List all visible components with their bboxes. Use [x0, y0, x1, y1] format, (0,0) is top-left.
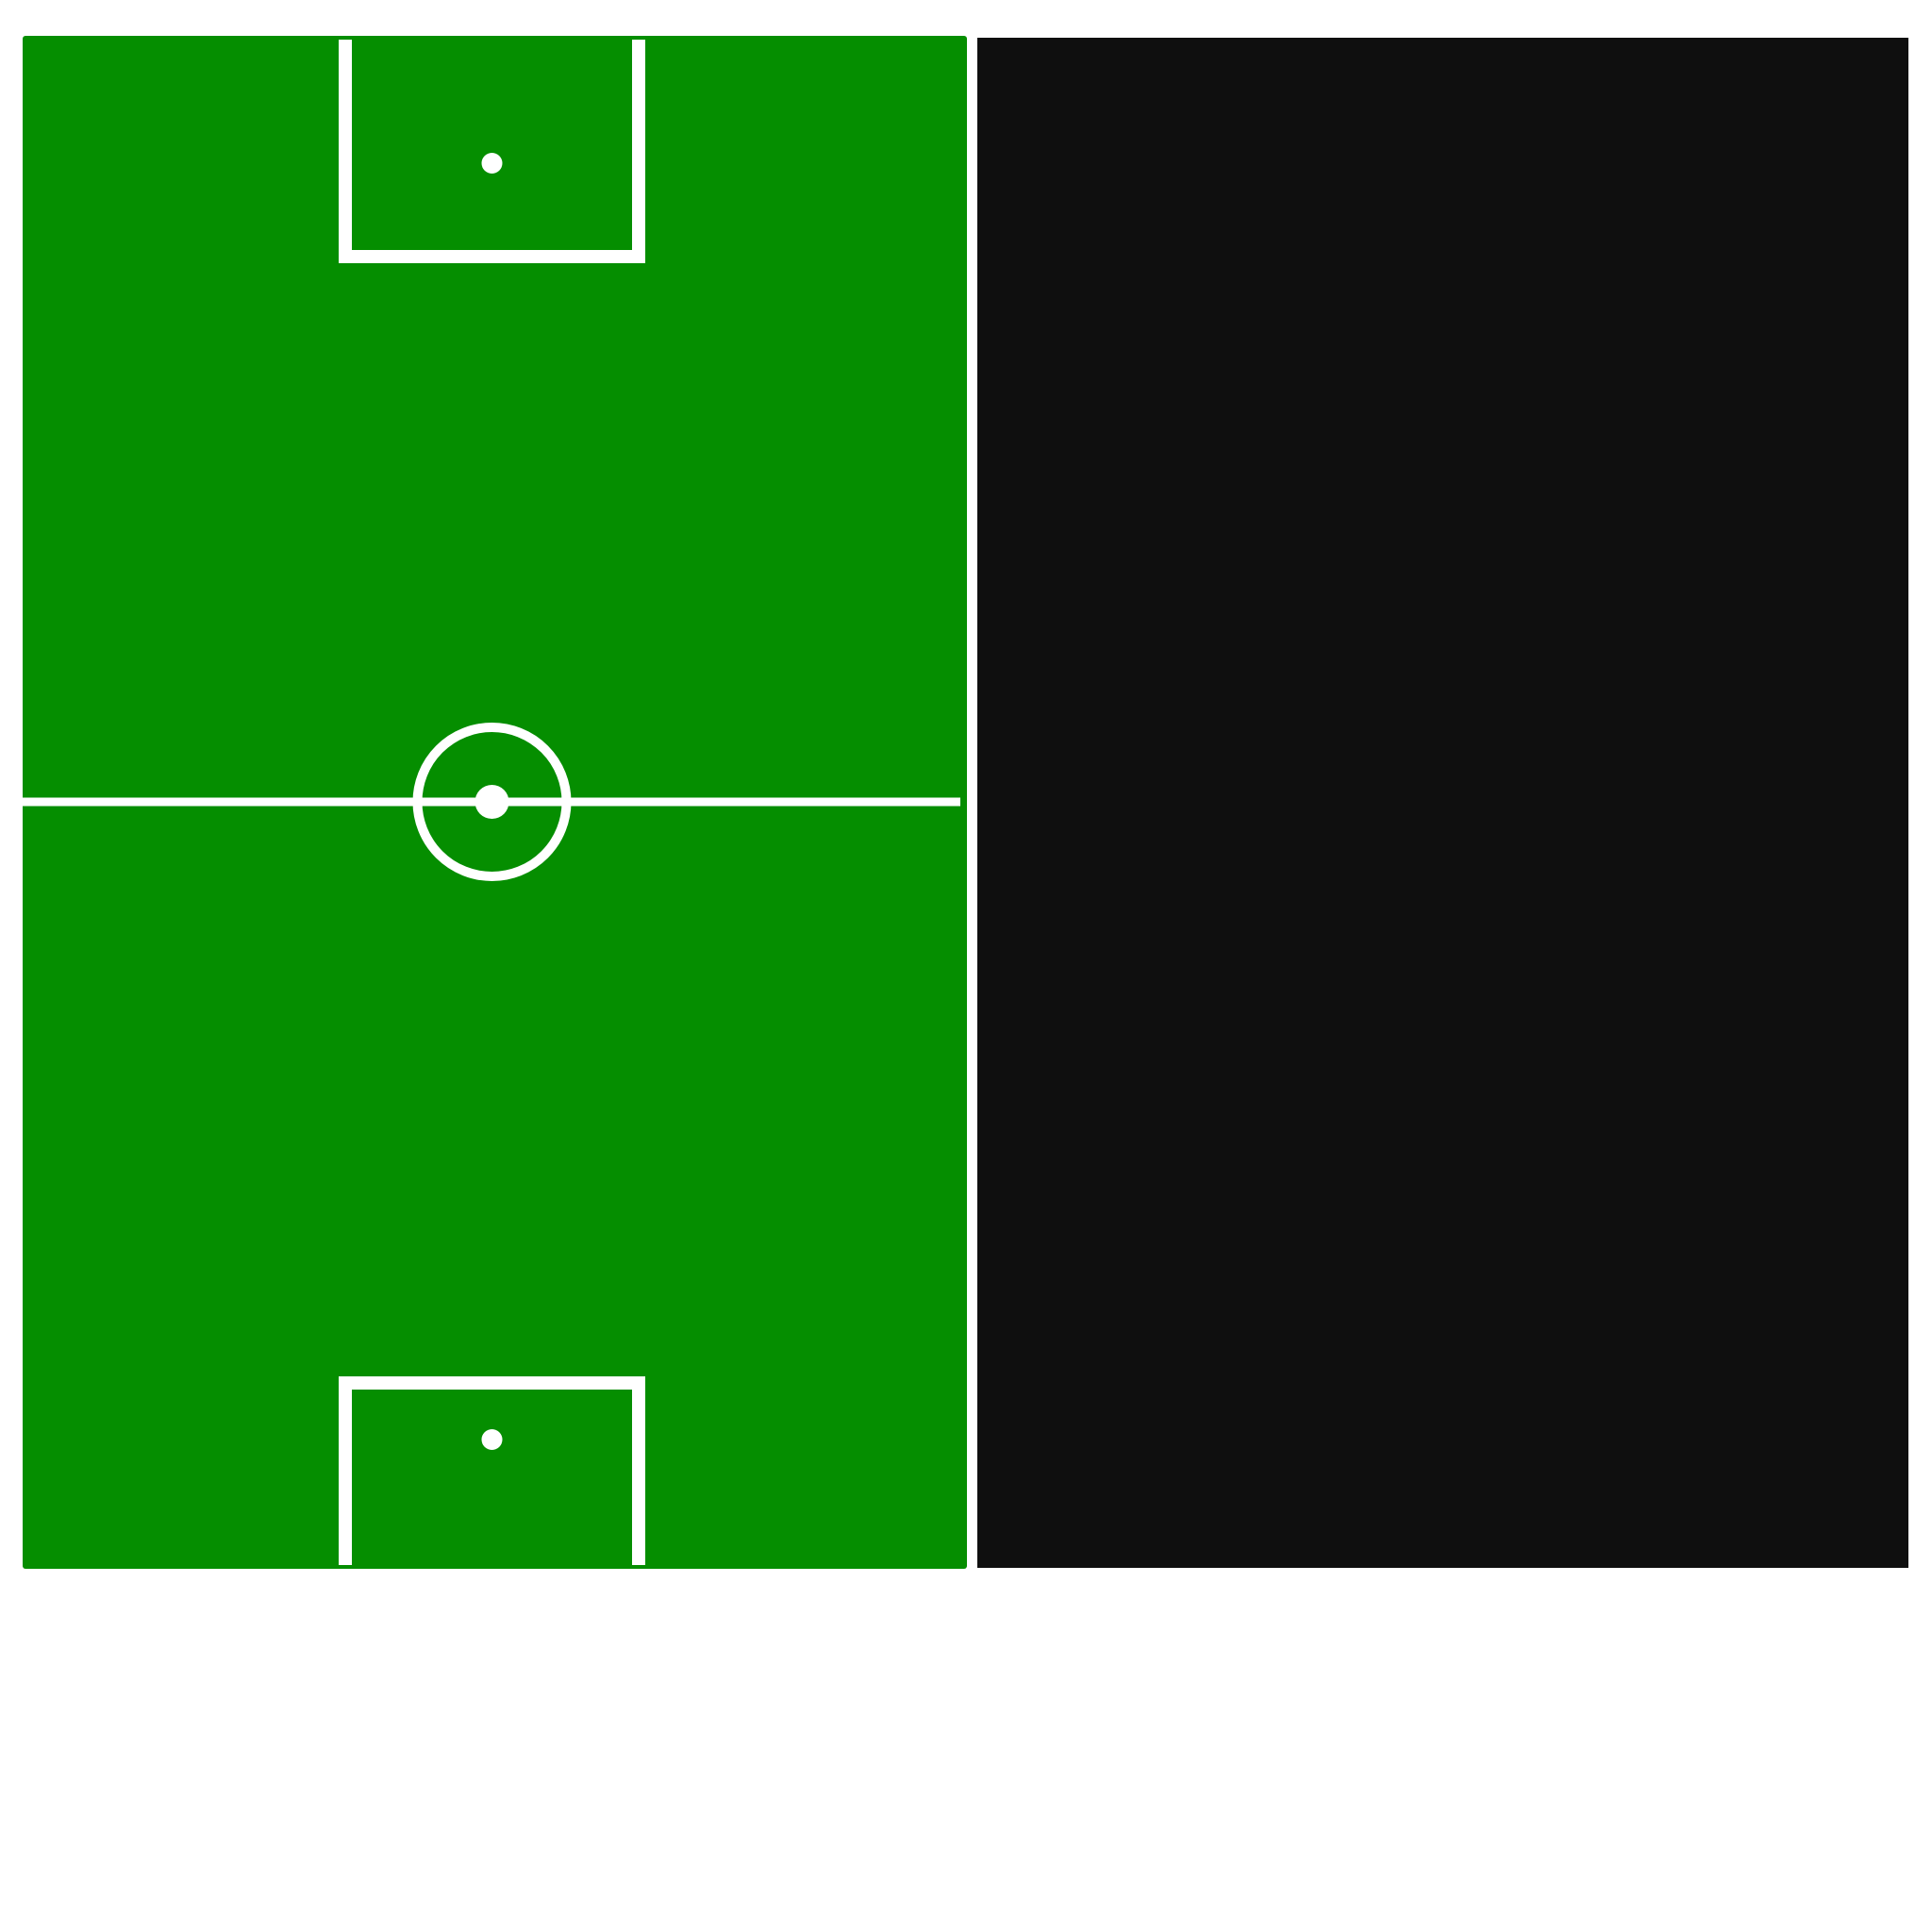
bottom-penalty-box — [339, 1376, 645, 1565]
penalty-spot-top-icon — [481, 153, 503, 174]
pitch-canvas[interactable] — [23, 36, 967, 1569]
soccer-pitch[interactable] — [23, 36, 967, 1569]
center-spot-icon — [475, 785, 509, 819]
center-circle — [412, 723, 572, 881]
top-penalty-box — [339, 40, 645, 263]
side-panel — [977, 38, 1908, 1568]
penalty-spot-bottom-icon — [481, 1429, 503, 1450]
